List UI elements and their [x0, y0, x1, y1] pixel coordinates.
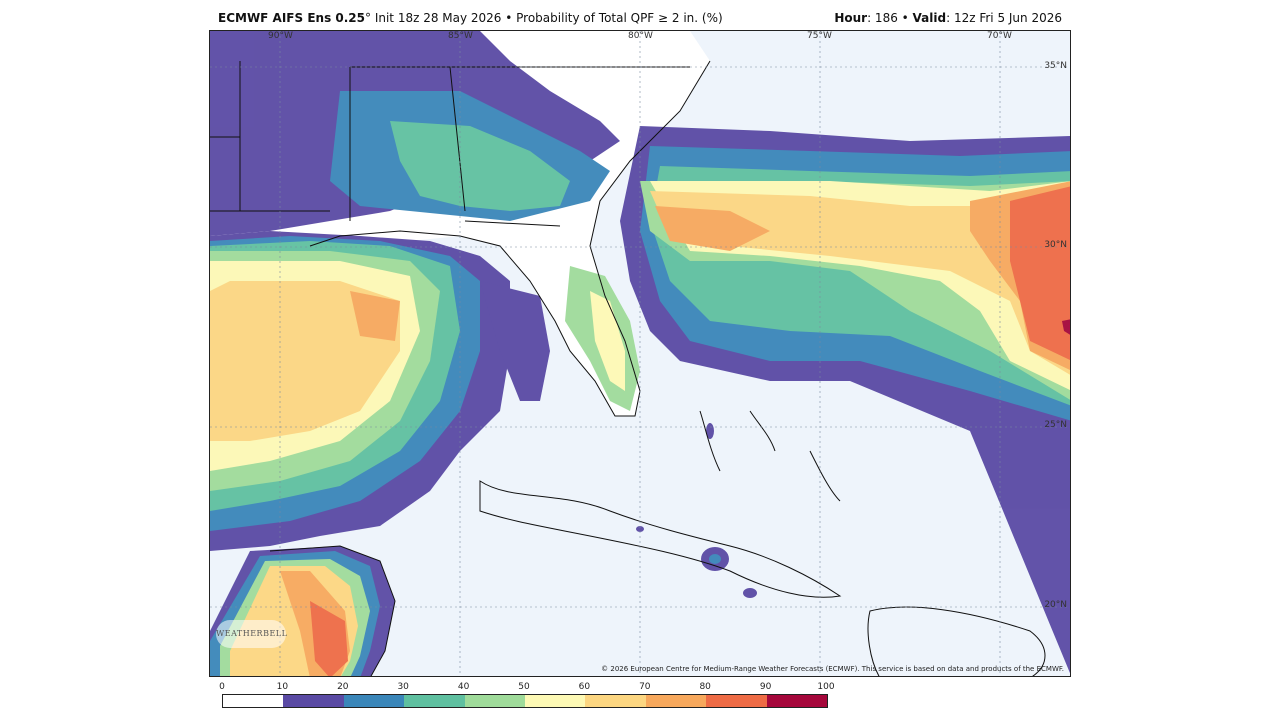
probability-map — [210, 31, 1070, 676]
legend-color-segment — [766, 695, 828, 707]
legend-color-segment — [404, 695, 465, 707]
lon-label: 75°W — [807, 31, 832, 41]
legend-tick-label: 50 — [518, 682, 530, 692]
model-name: ECMWF AIFS Ens 0.25 — [218, 11, 365, 25]
legend-tick-label: 20 — [337, 682, 349, 692]
degree-symbol: ° — [365, 11, 371, 25]
weatherbell-logo: WEATHERBELL — [216, 620, 288, 648]
legend-color-segment — [223, 695, 284, 707]
lon-label: 85°W — [448, 31, 473, 41]
lon-label: 80°W — [628, 31, 653, 41]
copyright-notice: © 2026 European Centre for Medium-Range … — [601, 665, 1064, 673]
legend-tick-label: 60 — [578, 682, 591, 692]
hour-value: : 186 • — [867, 11, 913, 25]
map-title: ECMWF AIFS Ens 0.25° Init 18z 28 May 202… — [218, 11, 723, 25]
legend-color-segment — [706, 695, 767, 707]
valid-value: : 12z Fri 5 Jun 2026 — [946, 11, 1062, 25]
legend-tick-label: 0 — [219, 682, 225, 692]
lat-label: 20°N — [1044, 600, 1067, 610]
legend-tick-label: 80 — [699, 682, 711, 692]
probability-fill — [210, 31, 1070, 676]
legend-tick-label: 70 — [639, 682, 651, 692]
legend-color-segment — [585, 695, 646, 707]
legend-color-segment — [645, 695, 707, 707]
lon-label: 90°W — [268, 31, 293, 41]
legend-color-segment — [525, 695, 586, 707]
valid-time: Hour: 186 • Valid: 12z Fri 5 Jun 2026 — [834, 11, 1062, 25]
lat-label: 30°N — [1044, 240, 1067, 250]
lon-label: 70°W — [987, 31, 1012, 41]
legend-color-segment — [343, 695, 405, 707]
map-panel: 90°W 85°W 80°W 75°W 70°W 35°N 30°N 25°N … — [209, 30, 1071, 677]
legend-tick-label: 30 — [397, 682, 409, 692]
logo-text: WEATHERBELL — [216, 629, 288, 638]
graticule — [210, 31, 1070, 676]
legend-tick-label: 40 — [457, 682, 470, 692]
legend-tick-label: 10 — [276, 682, 289, 692]
lat-label: 25°N — [1044, 420, 1067, 430]
legend-color-segment — [283, 695, 344, 707]
valid-label: Valid — [912, 11, 947, 25]
init-description: Init 18z 28 May 2026 • Probability of To… — [371, 11, 723, 25]
legend-tick-label: 100 — [817, 682, 835, 692]
legend-color-segment — [464, 695, 526, 707]
legend-tick-label: 90 — [759, 682, 772, 692]
hour-label: Hour — [834, 11, 868, 25]
color-legend — [222, 694, 828, 708]
lat-label: 35°N — [1044, 61, 1067, 71]
